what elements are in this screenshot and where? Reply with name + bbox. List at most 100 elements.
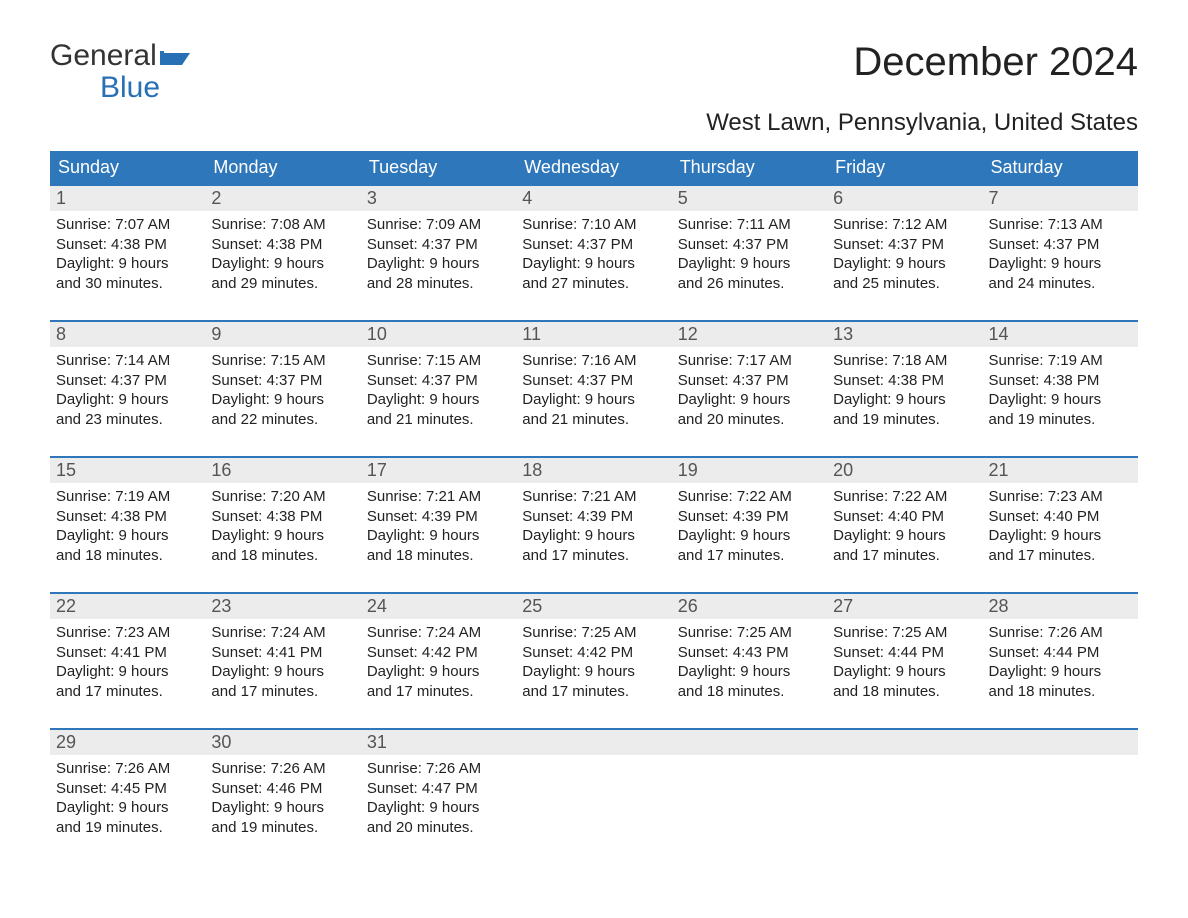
calendar-week: 15Sunrise: 7:19 AMSunset: 4:38 PMDayligh… — [50, 456, 1138, 578]
sunset-text: Sunset: 4:37 PM — [211, 371, 354, 391]
daylight-line1: Daylight: 9 hours — [56, 254, 199, 274]
day-number: 31 — [361, 730, 516, 755]
sunrise-text: Sunrise: 7:20 AM — [211, 487, 354, 507]
sunrise-text: Sunrise: 7:11 AM — [678, 215, 821, 235]
dow-thursday: Thursday — [672, 151, 827, 184]
calendar-day: 12Sunrise: 7:17 AMSunset: 4:37 PMDayligh… — [672, 322, 827, 442]
calendar-day: 9 Sunrise: 7:15 AMSunset: 4:37 PMDaylight… — [205, 322, 360, 442]
day-number: 18 — [516, 458, 671, 483]
sunrise-text: Sunrise: 7:26 AM — [56, 759, 199, 779]
daylight-line1: Daylight: 9 hours — [833, 390, 976, 410]
sunrise-text: Sunrise: 7:25 AM — [833, 623, 976, 643]
day-number: 24 — [361, 594, 516, 619]
day-number — [827, 730, 982, 755]
calendar-day — [827, 730, 982, 850]
daylight-line1: Daylight: 9 hours — [211, 662, 354, 682]
day-body: Sunrise: 7:26 AMSunset: 4:45 PMDaylight:… — [50, 755, 205, 841]
sunset-text: Sunset: 4:38 PM — [56, 235, 199, 255]
sunset-text: Sunset: 4:37 PM — [678, 371, 821, 391]
sunrise-text: Sunrise: 7:17 AM — [678, 351, 821, 371]
day-number: 9 — [205, 322, 360, 347]
daylight-line2: and 29 minutes. — [211, 274, 354, 294]
calendar-day: 30Sunrise: 7:26 AMSunset: 4:46 PMDayligh… — [205, 730, 360, 850]
daylight-line1: Daylight: 9 hours — [833, 662, 976, 682]
day-number: 4 — [516, 186, 671, 211]
logo: General Blue — [50, 40, 190, 103]
daylight-line2: and 20 minutes. — [678, 410, 821, 430]
daylight-line1: Daylight: 9 hours — [522, 254, 665, 274]
daylight-line1: Daylight: 9 hours — [678, 662, 821, 682]
calendar-day: 22Sunrise: 7:23 AMSunset: 4:41 PMDayligh… — [50, 594, 205, 714]
day-number: 5 — [672, 186, 827, 211]
day-body: Sunrise: 7:22 AMSunset: 4:40 PMDaylight:… — [827, 483, 982, 569]
dow-monday: Monday — [205, 151, 360, 184]
calendar-day: 1Sunrise: 7:07 AMSunset: 4:38 PMDaylight… — [50, 186, 205, 306]
calendar-day: 17Sunrise: 7:21 AMSunset: 4:39 PMDayligh… — [361, 458, 516, 578]
daylight-line2: and 17 minutes. — [833, 546, 976, 566]
day-number: 6 — [827, 186, 982, 211]
calendar-day: 8Sunrise: 7:14 AMSunset: 4:37 PMDaylight… — [50, 322, 205, 442]
dow-tuesday: Tuesday — [361, 151, 516, 184]
daylight-line1: Daylight: 9 hours — [56, 662, 199, 682]
page-title: December 2024 — [853, 40, 1138, 85]
daylight-line1: Daylight: 9 hours — [367, 526, 510, 546]
calendar-day: 21Sunrise: 7:23 AMSunset: 4:40 PMDayligh… — [983, 458, 1138, 578]
sunrise-text: Sunrise: 7:15 AM — [211, 351, 354, 371]
calendar-day: 13Sunrise: 7:18 AMSunset: 4:38 PMDayligh… — [827, 322, 982, 442]
daylight-line2: and 17 minutes. — [56, 682, 199, 702]
sunrise-text: Sunrise: 7:21 AM — [522, 487, 665, 507]
daylight-line2: and 19 minutes. — [211, 818, 354, 838]
daylight-line2: and 23 minutes. — [56, 410, 199, 430]
day-number — [516, 730, 671, 755]
daylight-line1: Daylight: 9 hours — [211, 390, 354, 410]
dow-saturday: Saturday — [983, 151, 1138, 184]
daylight-line2: and 18 minutes. — [211, 546, 354, 566]
calendar-week: 22Sunrise: 7:23 AMSunset: 4:41 PMDayligh… — [50, 592, 1138, 714]
day-body: Sunrise: 7:16 AMSunset: 4:37 PMDaylight:… — [516, 347, 671, 433]
day-body: Sunrise: 7:19 AMSunset: 4:38 PMDaylight:… — [50, 483, 205, 569]
calendar-day: 5 Sunrise: 7:11 AMSunset: 4:37 PMDaylight… — [672, 186, 827, 306]
daylight-line1: Daylight: 9 hours — [989, 390, 1132, 410]
sunrise-text: Sunrise: 7:09 AM — [367, 215, 510, 235]
sunrise-text: Sunrise: 7:18 AM — [833, 351, 976, 371]
day-number: 15 — [50, 458, 205, 483]
sunset-text: Sunset: 4:40 PM — [989, 507, 1132, 527]
daylight-line1: Daylight: 9 hours — [989, 662, 1132, 682]
sunrise-text: Sunrise: 7:19 AM — [56, 487, 199, 507]
calendar-day: 29Sunrise: 7:26 AMSunset: 4:45 PMDayligh… — [50, 730, 205, 850]
daylight-line2: and 25 minutes. — [833, 274, 976, 294]
sunset-text: Sunset: 4:42 PM — [367, 643, 510, 663]
day-number: 30 — [205, 730, 360, 755]
calendar-day: 6Sunrise: 7:12 AMSunset: 4:37 PMDaylight… — [827, 186, 982, 306]
day-body: Sunrise: 7:14 AMSunset: 4:37 PMDaylight:… — [50, 347, 205, 433]
sunset-text: Sunset: 4:38 PM — [989, 371, 1132, 391]
daylight-line2: and 17 minutes. — [989, 546, 1132, 566]
sunrise-text: Sunrise: 7:25 AM — [522, 623, 665, 643]
daylight-line2: and 22 minutes. — [211, 410, 354, 430]
flag-icon — [160, 40, 190, 72]
day-body: Sunrise: 7:10 AMSunset: 4:37 PMDaylight:… — [516, 211, 671, 297]
day-body: Sunrise: 7:24 AMSunset: 4:41 PMDaylight:… — [205, 619, 360, 705]
sunset-text: Sunset: 4:37 PM — [367, 235, 510, 255]
day-body: Sunrise: 7:21 AMSunset: 4:39 PMDaylight:… — [516, 483, 671, 569]
calendar-day — [983, 730, 1138, 850]
sunset-text: Sunset: 4:37 PM — [678, 235, 821, 255]
daylight-line1: Daylight: 9 hours — [367, 254, 510, 274]
daylight-line1: Daylight: 9 hours — [56, 390, 199, 410]
sunset-text: Sunset: 4:43 PM — [678, 643, 821, 663]
sunset-text: Sunset: 4:37 PM — [56, 371, 199, 391]
sunrise-text: Sunrise: 7:24 AM — [211, 623, 354, 643]
daylight-line2: and 21 minutes. — [367, 410, 510, 430]
day-body: Sunrise: 7:09 AMSunset: 4:37 PMDaylight:… — [361, 211, 516, 297]
sunrise-text: Sunrise: 7:10 AM — [522, 215, 665, 235]
daylight-line2: and 17 minutes. — [522, 546, 665, 566]
daylight-line2: and 26 minutes. — [678, 274, 821, 294]
sunrise-text: Sunrise: 7:26 AM — [367, 759, 510, 779]
daylight-line1: Daylight: 9 hours — [56, 798, 199, 818]
daylight-line2: and 27 minutes. — [522, 274, 665, 294]
daylight-line1: Daylight: 9 hours — [678, 254, 821, 274]
day-body: Sunrise: 7:23 AMSunset: 4:40 PMDaylight:… — [983, 483, 1138, 569]
day-body: Sunrise: 7:18 AMSunset: 4:38 PMDaylight:… — [827, 347, 982, 433]
daylight-line1: Daylight: 9 hours — [367, 662, 510, 682]
calendar-day: 31Sunrise: 7:26 AMSunset: 4:47 PMDayligh… — [361, 730, 516, 850]
